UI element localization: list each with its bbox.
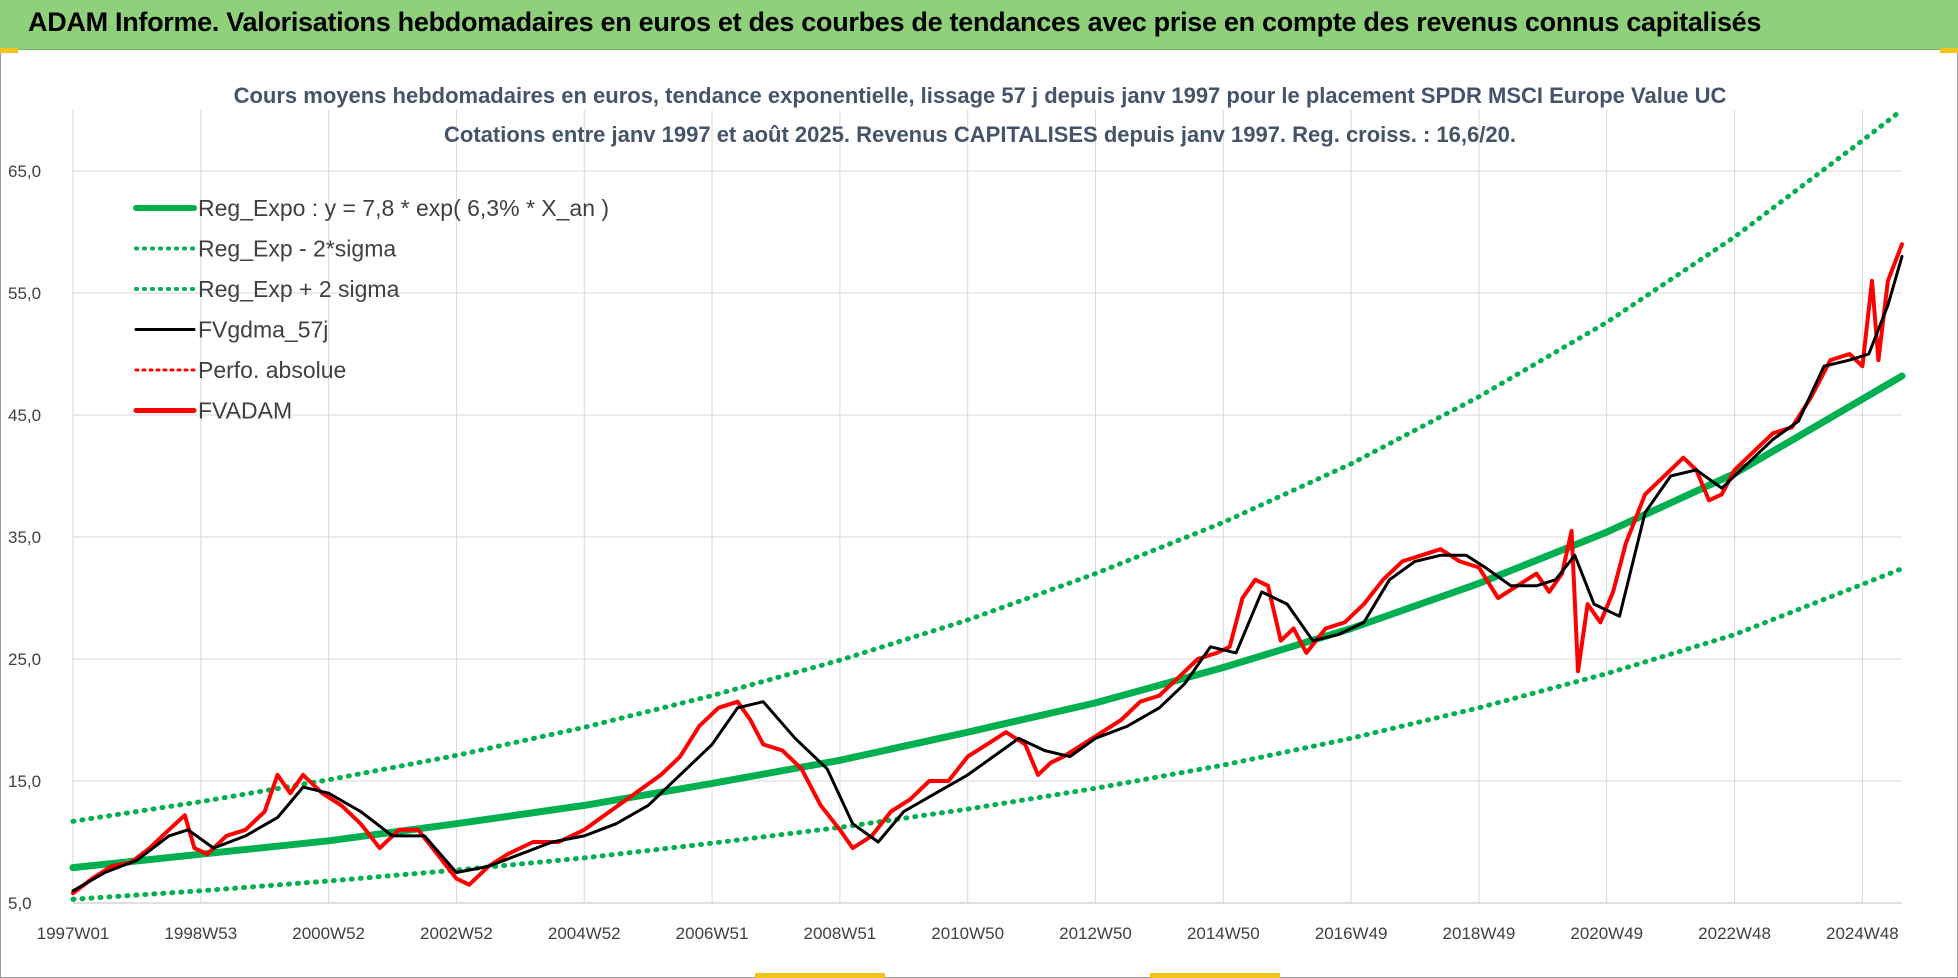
chart-title: Cours moyens hebdomadaires en euros, ten… <box>234 83 1727 108</box>
series-lines <box>69 107 1906 902</box>
y-tick-label: 45,0 <box>8 406 41 425</box>
y-tick-label: 55,0 <box>8 284 41 303</box>
gridlines <box>72 110 1902 904</box>
series-reg-expo <box>69 372 1906 872</box>
x-tick-label: 2008W51 <box>803 924 876 943</box>
x-tick-label: 2020W49 <box>1570 924 1643 943</box>
legend-label: Perfo. absolue <box>198 357 346 383</box>
x-tick-label: 2024W48 <box>1826 924 1899 943</box>
x-tick-label: 2000W52 <box>292 924 365 943</box>
bottom-accent-left <box>755 973 885 978</box>
y-axis-ticks: 5,0 15,0 25,0 35,0 45,0 55,0 65,0 <box>8 162 41 913</box>
report-banner: ADAM Informe. Valorisations hebdomadaire… <box>0 0 1958 50</box>
x-tick-label: 2010W50 <box>931 924 1004 943</box>
legend: Reg_Expo : y = 7,8 * exp( 6,3% * X_an ) R… <box>133 195 609 424</box>
series-reg-plus-2sigma <box>70 107 1905 824</box>
y-tick-label: 25,0 <box>8 650 41 669</box>
corner-accent-right <box>1940 48 1958 53</box>
x-tick-label: 1998W53 <box>164 924 237 943</box>
banner-title: ADAM Informe. Valorisations hebdomadaire… <box>28 7 1762 37</box>
x-tick-label: 2006W51 <box>676 924 749 943</box>
x-tick-label: 2002W52 <box>420 924 493 943</box>
y-tick-label: 35,0 <box>8 528 41 547</box>
legend-label: Reg_Expo : y = 7,8 * exp( 6,3% * X_an ) <box>198 195 609 221</box>
series-fvadam <box>71 242 1904 896</box>
legend-label: FVgdma_57j <box>198 317 328 343</box>
series-reg-minus-2sigma <box>70 566 1905 902</box>
x-axis-ticks: 1997W01 1998W53 2000W52 2002W52 2004W52 2006W… <box>37 924 1899 943</box>
y-tick-label: 5,0 <box>8 894 32 913</box>
corner-accent-left <box>0 48 18 53</box>
legend-label: Reg_Exp + 2 sigma <box>198 276 400 302</box>
x-tick-label: 2012W50 <box>1059 924 1132 943</box>
series-fvgdma-57j <box>71 254 1904 893</box>
x-tick-label: 2022W48 <box>1698 924 1771 943</box>
y-tick-label: 65,0 <box>8 162 41 181</box>
chart-subtitle: Cotations entre janv 1997 et août 2025. … <box>444 122 1516 147</box>
x-tick-label: 1997W01 <box>37 924 110 943</box>
x-tick-label: 2014W50 <box>1187 924 1260 943</box>
bottom-accent-right <box>1150 973 1280 978</box>
x-tick-label: 2018W49 <box>1443 924 1516 943</box>
y-tick-label: 15,0 <box>8 772 41 791</box>
legend-label: FVADAM <box>198 398 292 424</box>
x-tick-label: 2004W52 <box>548 924 621 943</box>
x-tick-label: 2016W49 <box>1315 924 1388 943</box>
legend-label: Reg_Exp - 2*sigma <box>198 236 396 262</box>
